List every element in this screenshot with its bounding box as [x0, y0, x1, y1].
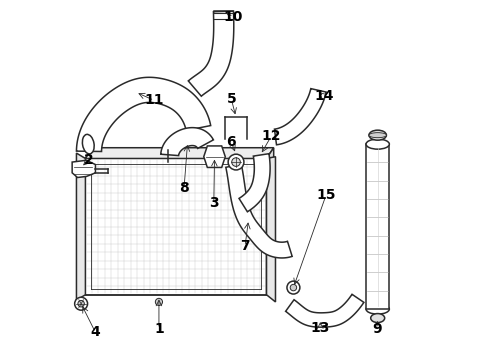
Polygon shape [72, 160, 96, 177]
Circle shape [74, 297, 88, 310]
Ellipse shape [366, 304, 390, 314]
Circle shape [78, 301, 84, 307]
Polygon shape [267, 157, 275, 302]
Polygon shape [85, 148, 274, 158]
Circle shape [228, 154, 244, 170]
Text: 9: 9 [372, 322, 382, 336]
Polygon shape [76, 153, 85, 300]
Ellipse shape [366, 139, 390, 149]
Polygon shape [85, 158, 267, 295]
Circle shape [287, 281, 300, 294]
Polygon shape [366, 144, 390, 309]
Text: 11: 11 [145, 93, 164, 107]
Text: 13: 13 [311, 321, 330, 335]
Ellipse shape [369, 130, 387, 140]
Text: 6: 6 [226, 135, 236, 149]
Text: 4: 4 [91, 325, 100, 339]
Text: 12: 12 [262, 129, 281, 143]
Text: 3: 3 [209, 196, 219, 210]
Ellipse shape [369, 133, 387, 138]
Text: 14: 14 [314, 89, 334, 103]
Text: 7: 7 [240, 239, 250, 253]
Polygon shape [188, 11, 234, 96]
Polygon shape [286, 294, 364, 327]
Polygon shape [239, 154, 270, 212]
Circle shape [155, 298, 163, 306]
Text: 8: 8 [179, 181, 189, 195]
Ellipse shape [82, 134, 94, 154]
Polygon shape [204, 146, 225, 167]
Text: 15: 15 [317, 188, 336, 202]
Circle shape [232, 158, 240, 166]
Text: 1: 1 [154, 322, 164, 336]
Circle shape [290, 284, 296, 291]
Polygon shape [274, 89, 326, 145]
Text: 10: 10 [224, 10, 243, 24]
Polygon shape [226, 164, 292, 258]
Polygon shape [267, 148, 274, 295]
Text: 5: 5 [226, 92, 236, 106]
Text: 2: 2 [83, 153, 93, 167]
Polygon shape [76, 77, 211, 152]
Polygon shape [161, 128, 214, 156]
Ellipse shape [371, 314, 385, 323]
